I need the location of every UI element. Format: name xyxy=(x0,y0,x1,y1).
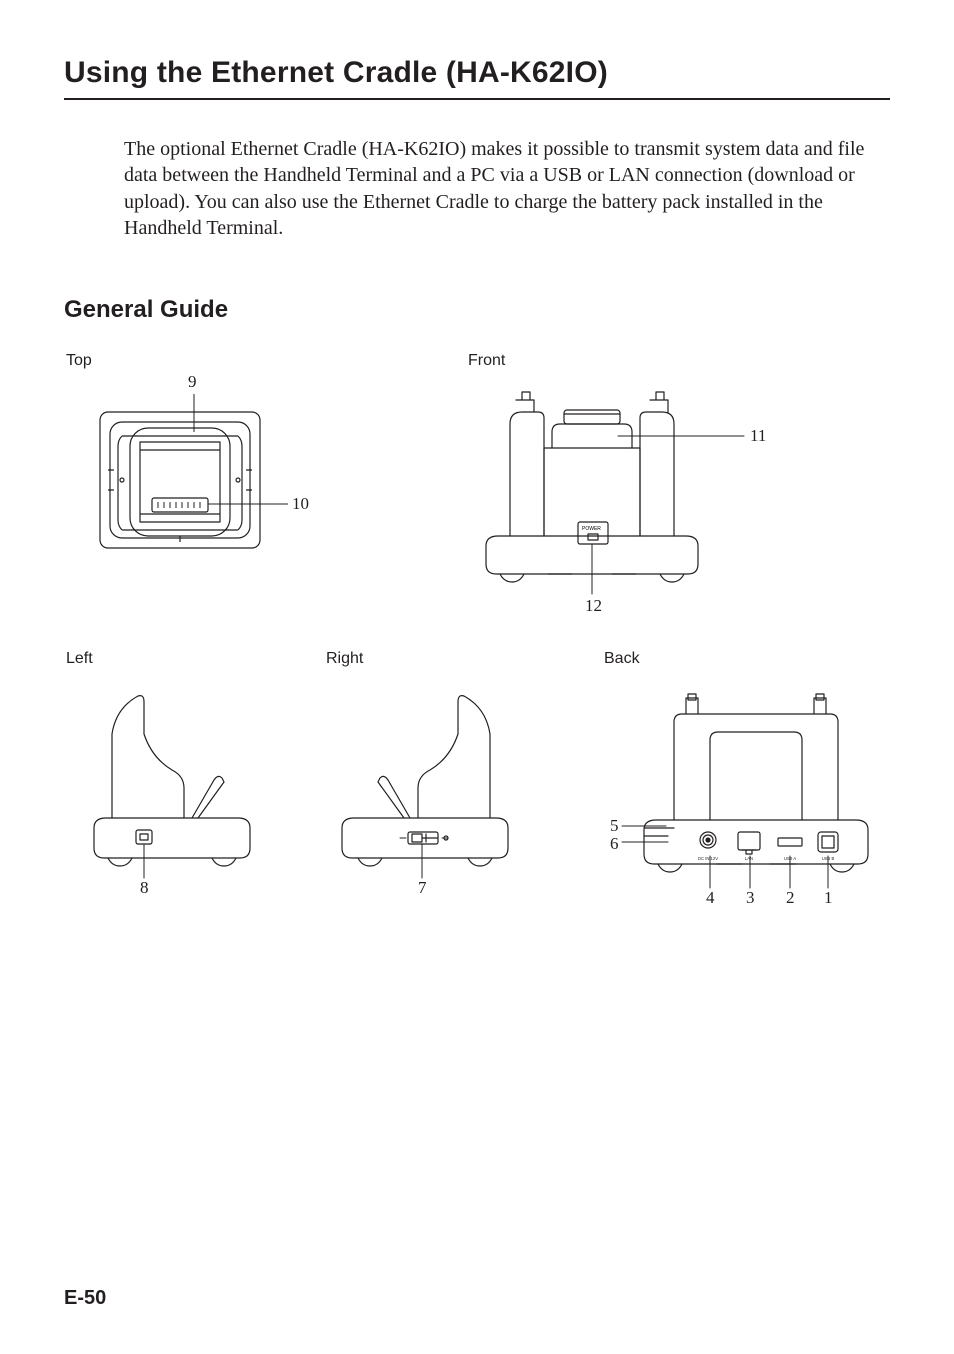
label-top: Top xyxy=(66,352,92,370)
callout-11: 11 xyxy=(750,426,766,446)
title-rule xyxy=(64,98,890,100)
diagram-left: 8 xyxy=(74,678,274,898)
callout-8: 8 xyxy=(140,878,149,898)
label-left: Left xyxy=(66,650,93,668)
page-title: Using the Ethernet Cradle (HA-K62IO) xyxy=(64,56,890,90)
back-usba-label: USB A xyxy=(784,856,797,861)
callout-6: 6 xyxy=(610,834,619,854)
callout-10: 10 xyxy=(292,494,309,514)
callout-9: 9 xyxy=(188,372,197,392)
back-dc-label: DC IN 12V xyxy=(698,856,718,861)
label-front: Front xyxy=(468,352,505,370)
callout-3: 3 xyxy=(746,888,755,908)
diagram-front: POWER 11 12 xyxy=(464,372,804,622)
label-right: Right xyxy=(326,650,363,668)
callout-5: 5 xyxy=(610,816,619,836)
back-lan-label: LAN xyxy=(745,856,753,861)
callout-7: 7 xyxy=(418,878,427,898)
callout-1: 1 xyxy=(824,888,833,908)
diagram-area: Top Front Left Right Back xyxy=(64,352,890,992)
callout-4: 4 xyxy=(706,888,715,908)
section-heading: General Guide xyxy=(64,296,890,324)
intro-paragraph: The optional Ethernet Cradle (HA-K62IO) … xyxy=(124,136,890,242)
diagram-top: 9 10 xyxy=(82,380,332,600)
callout-2: 2 xyxy=(786,888,795,908)
callout-12: 12 xyxy=(585,596,602,616)
diagram-right: 7 xyxy=(322,678,532,898)
page-number: E-50 xyxy=(64,1287,106,1310)
diagram-back: DC IN 12V LAN USB A USB B 5 6 4 3 2 1 xyxy=(582,670,902,910)
back-usbb-label: USB B xyxy=(822,856,835,861)
front-power-text: POWER xyxy=(582,526,601,532)
label-back: Back xyxy=(604,650,640,668)
